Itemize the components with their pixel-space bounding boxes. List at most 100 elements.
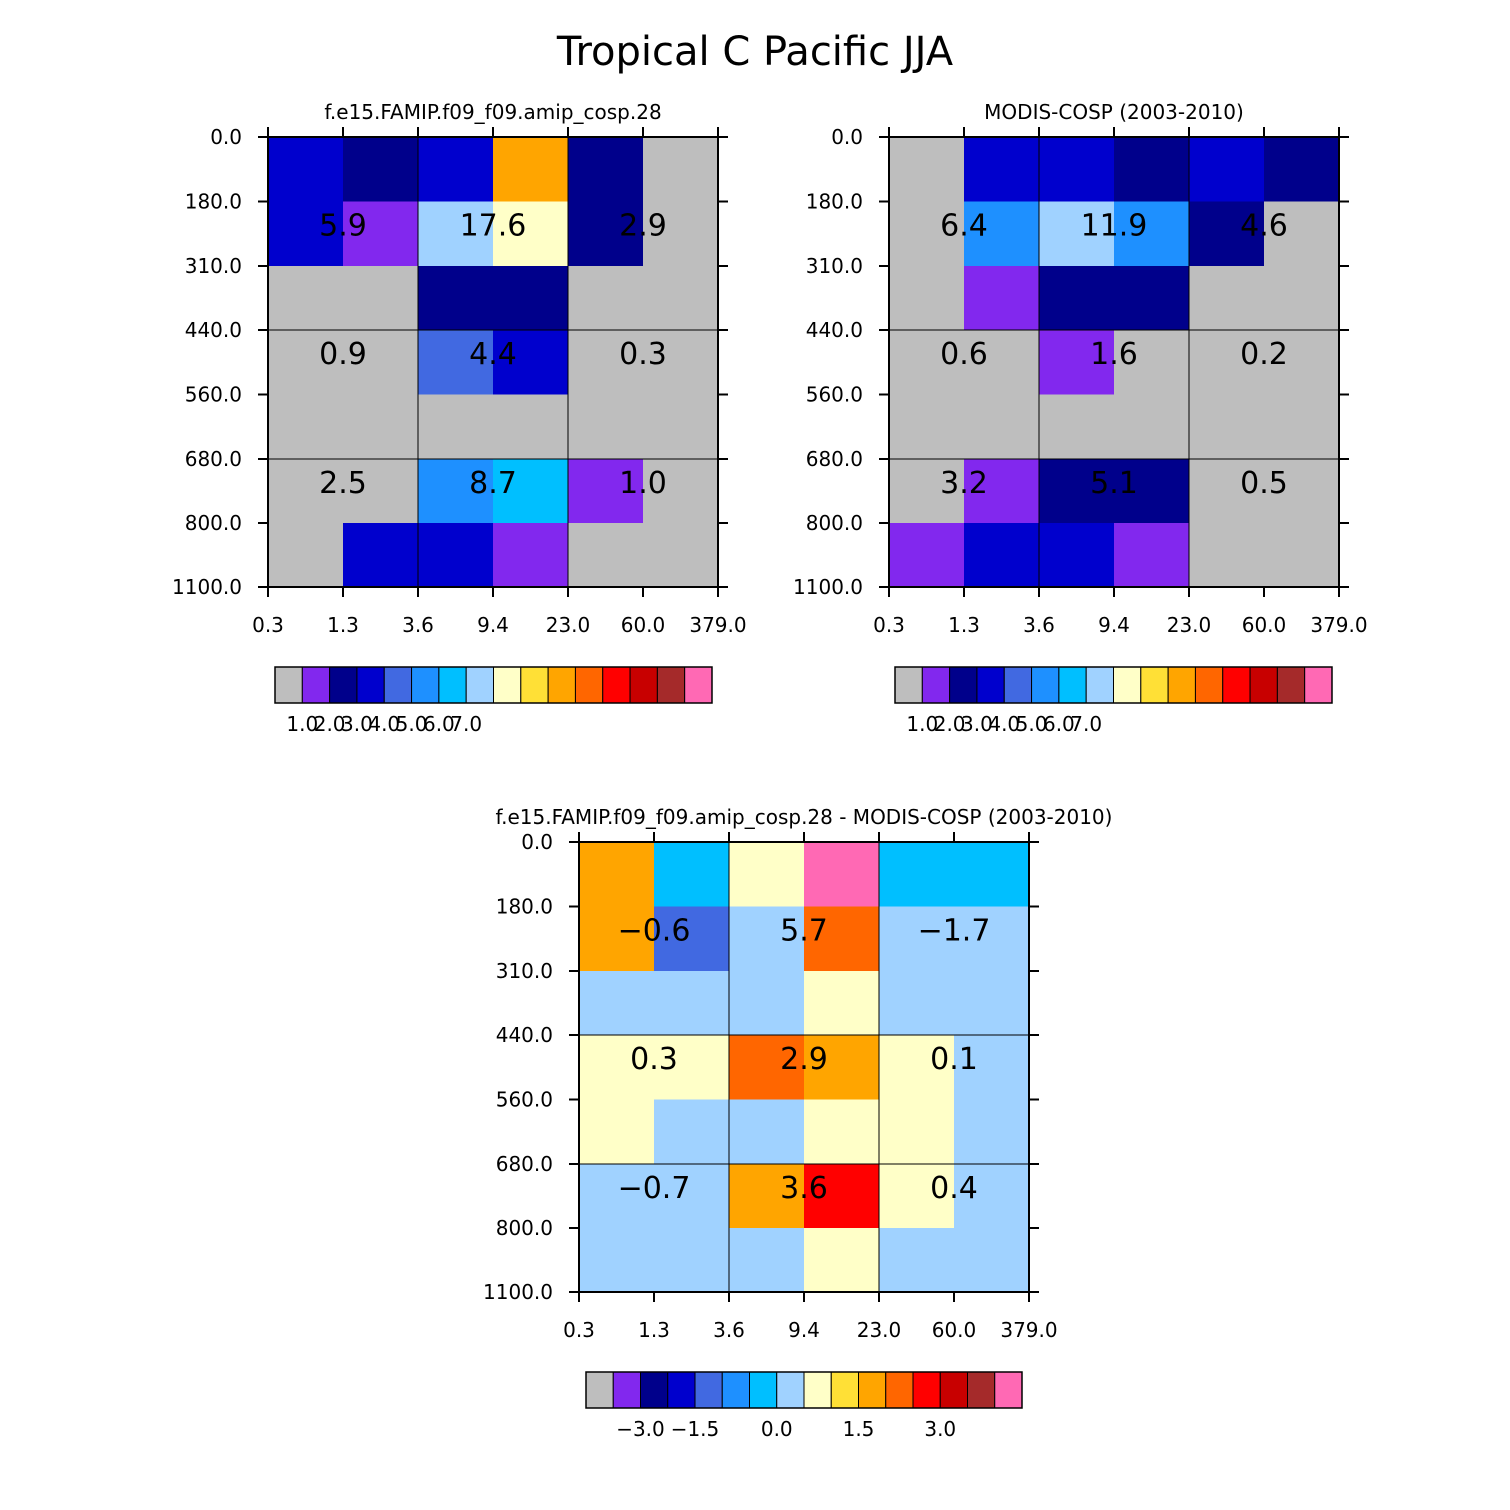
colorbar-swatch: [1058, 666, 1087, 704]
cell-value-label: 0.6: [940, 337, 988, 372]
colorbar-label: 3.0: [961, 712, 993, 736]
y-tick-label: 1100.0: [172, 575, 242, 599]
heatmap-cell: [954, 1228, 1030, 1293]
cell-value-label: 3.6: [780, 1171, 828, 1206]
y-tick-label: 680.0: [806, 447, 863, 471]
heatmap-cell: [1189, 459, 1265, 524]
x-tick-label: 379.0: [1310, 613, 1367, 637]
cell-value-label: 1.6: [1090, 337, 1138, 372]
x-tick-label: 0.3: [252, 613, 284, 637]
x-tick-label: 3.6: [1023, 613, 1055, 637]
heatmap-cell: [1189, 523, 1265, 588]
heatmap-cell: [643, 137, 719, 202]
heatmap-cell: [343, 523, 419, 588]
heatmap-cell: [879, 971, 955, 1036]
colorbar-swatch: [1085, 666, 1114, 704]
heatmap-cell: [1114, 459, 1190, 524]
cell-value-label: 0.4: [930, 1171, 978, 1206]
colorbar-label: 1.5: [843, 1417, 875, 1441]
y-tick-label: 560.0: [806, 383, 863, 407]
colorbar-swatch: [858, 1371, 887, 1409]
heatmap-cell: [1264, 394, 1340, 460]
colorbar-swatch: [1194, 666, 1224, 704]
heatmap-cell: [954, 842, 1030, 907]
heatmap-cell: [1264, 137, 1340, 202]
heatmap-cell: [1114, 394, 1190, 460]
heatmap-cell: [418, 459, 494, 524]
heatmap-cell: [579, 842, 655, 907]
colorbar-swatch: [1113, 666, 1142, 704]
colorbar-swatch: [329, 666, 358, 704]
colorbar-swatch: [1304, 666, 1333, 704]
y-tick-label: 800.0: [806, 511, 863, 535]
heatmap-cell: [579, 1099, 655, 1165]
cell-value-label: 1.0: [619, 466, 667, 501]
heatmap-cell: [954, 971, 1030, 1036]
x-tick-label: 1.3: [638, 1318, 670, 1342]
heatmap-cell: [729, 1099, 805, 1165]
cell-value-label: 4.6: [1240, 209, 1288, 244]
heatmap-cell: [493, 459, 569, 524]
colorbar-swatch: [1031, 666, 1060, 704]
heatmap-cell: [1264, 201, 1340, 267]
heatmap-cell: [804, 906, 880, 972]
colorbar-swatch: [656, 666, 686, 704]
x-tick-label: 60.0: [932, 1318, 977, 1342]
y-tick-label: 1100.0: [793, 575, 863, 599]
heatmap-cell: [643, 394, 719, 460]
cell-value-label: 2.5: [319, 466, 367, 501]
heatmap-cell: [343, 330, 419, 395]
heatmap-cell: [643, 459, 719, 524]
y-tick-label: 440.0: [496, 1023, 553, 1047]
heatmap-cell: [579, 1228, 655, 1293]
colorbar-swatch: [1249, 666, 1278, 704]
colorbar-label: −1.5: [671, 1417, 720, 1441]
heatmap-cell: [643, 266, 719, 331]
heatmap-cell: [889, 266, 965, 331]
heatmap-cell: [654, 971, 730, 1036]
colorbar-label: 2.0: [314, 712, 346, 736]
heatmap-cell: [343, 266, 419, 331]
colorbar-swatch: [612, 1371, 641, 1409]
heatmap-cell: [418, 523, 494, 588]
x-tick-label: 0.3: [873, 613, 905, 637]
heatmap-cell: [568, 330, 644, 395]
colorbar-label: 0.0: [761, 1417, 793, 1441]
heatmap-cell: [493, 201, 569, 267]
y-tick-label: 180.0: [806, 190, 863, 214]
y-tick-label: 180.0: [496, 895, 553, 919]
y-tick-label: 310.0: [185, 254, 242, 278]
heatmap-cell: [268, 394, 344, 460]
y-tick-label: 180.0: [185, 190, 242, 214]
heatmap-cell: [1264, 523, 1340, 588]
colorbar-label: 6.0: [423, 712, 455, 736]
x-tick-label: 23.0: [857, 1318, 902, 1342]
heatmap-cell: [729, 842, 805, 907]
colorbar-swatch: [383, 666, 413, 704]
heatmap-cell: [1114, 201, 1190, 267]
panel-2: MODIS-COSP (2003-2010) 0.0 180.0 310.0 440.0…: [793, 100, 1368, 736]
heatmap-cell: [654, 1228, 730, 1293]
heatmap-cell: [343, 201, 419, 267]
panel-title: f.e15.FAMIP.f09_f09.amip_cosp.28 - MODIS…: [496, 805, 1113, 829]
x-tick-label: 379.0: [689, 613, 746, 637]
colorbar-swatch: [694, 1371, 723, 1409]
cell-value-label: 0.9: [319, 337, 367, 372]
x-tick-label: 1.3: [948, 613, 980, 637]
cell-value-label: 2.9: [780, 1042, 828, 1077]
colorbar-label: 3.0: [924, 1417, 956, 1441]
cell-value-label: 17.6: [460, 209, 527, 244]
colorbar-label: 6.0: [1043, 712, 1075, 736]
colorbar-label: 4.0: [368, 712, 400, 736]
y-tick-label: 560.0: [185, 383, 242, 407]
colorbar-swatch: [721, 1371, 750, 1409]
heatmap-cell: [493, 330, 569, 395]
heatmap-cell: [1189, 394, 1265, 460]
colorbar-swatch: [520, 666, 549, 704]
heatmap-cell: [804, 1099, 880, 1165]
heatmap-cell: [964, 523, 1040, 588]
heatmap-cell: [889, 523, 965, 588]
heatmap-cell: [729, 1228, 805, 1293]
heatmap-cell: [654, 906, 730, 972]
heatmap-cell: [493, 137, 569, 202]
